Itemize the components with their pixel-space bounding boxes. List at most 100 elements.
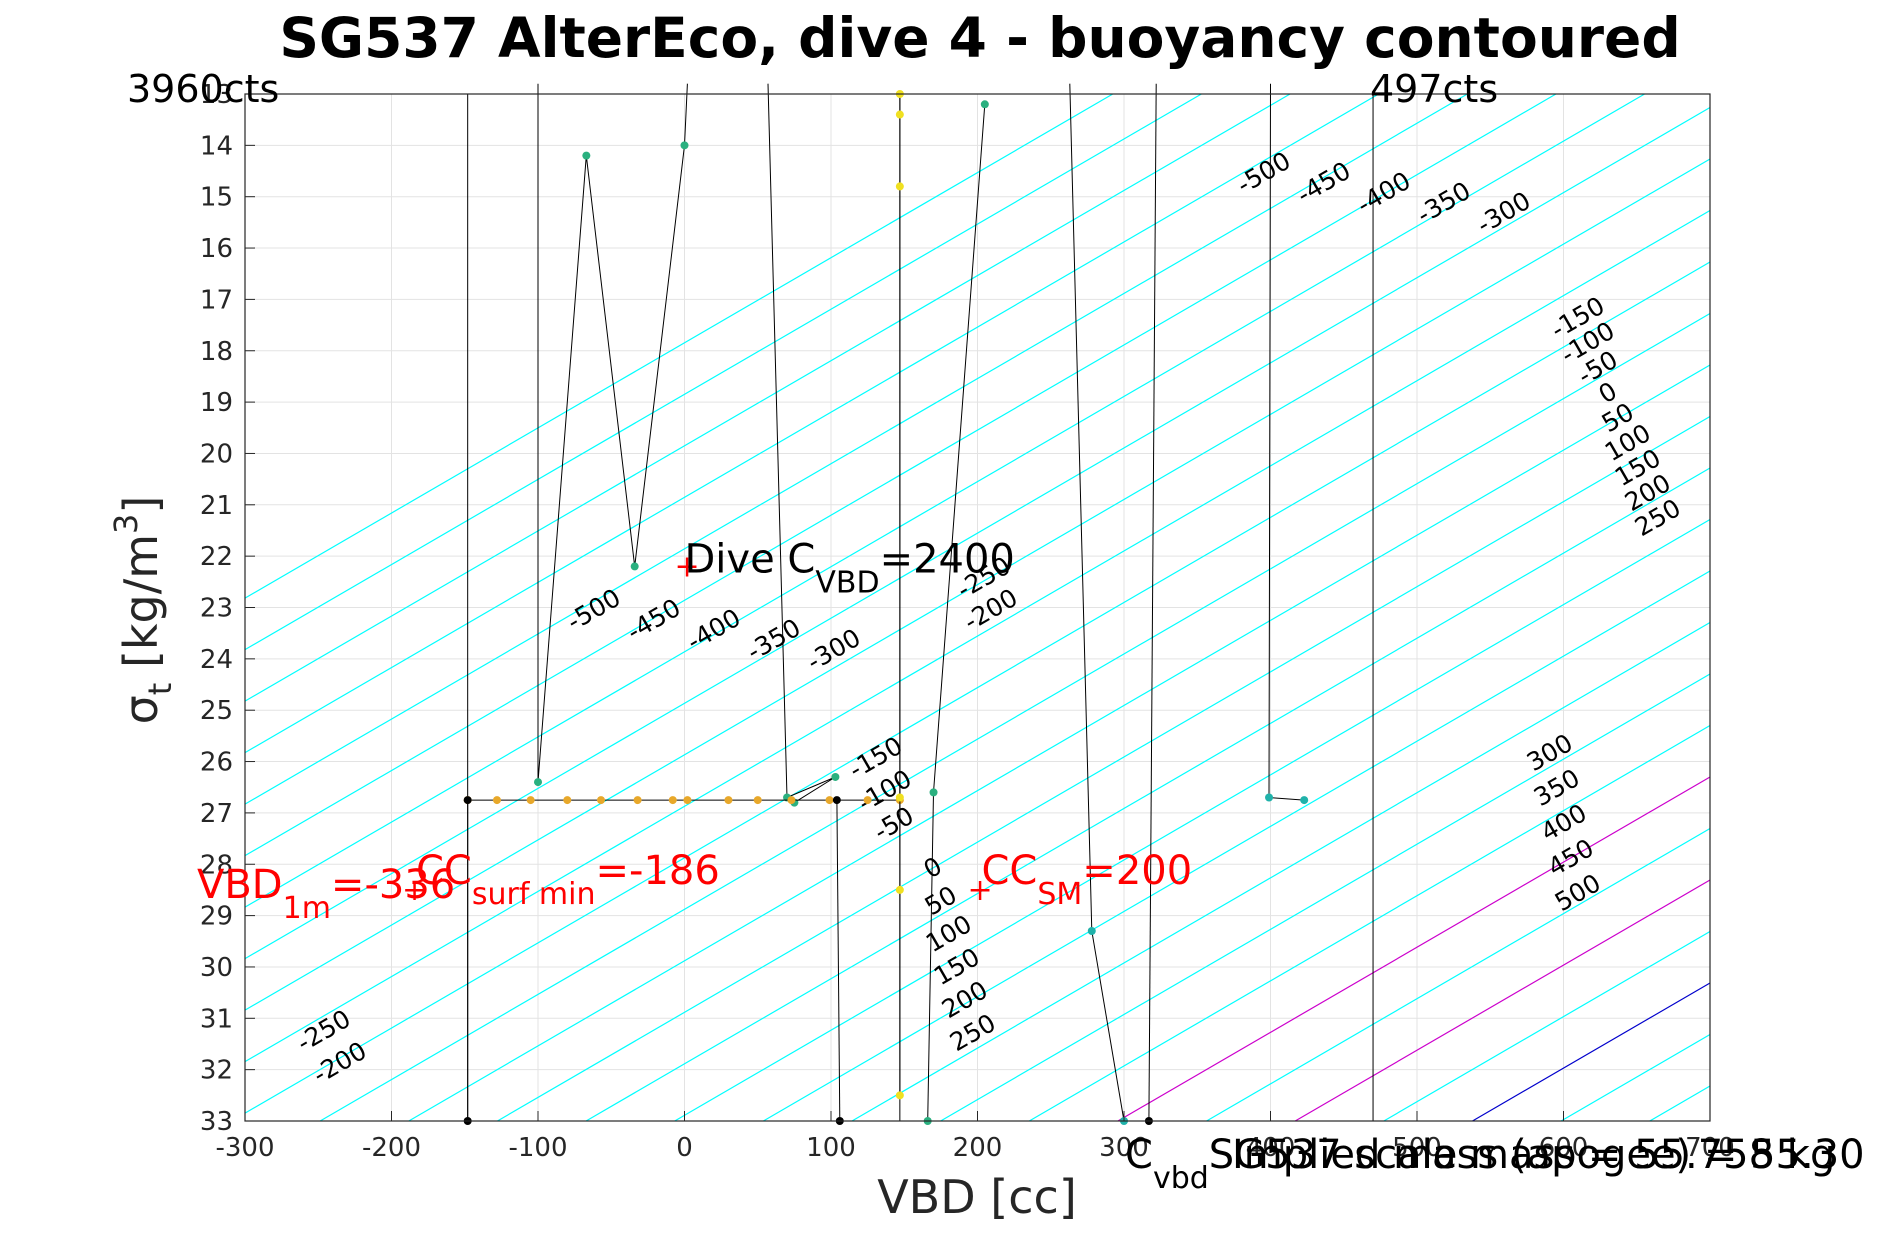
series-line [1148, 83, 1157, 1122]
data-point [526, 796, 535, 805]
data-point [563, 796, 572, 805]
data-point [492, 796, 501, 805]
y-tick-label: 13 [200, 80, 233, 110]
data-series [463, 83, 1309, 1125]
x-tick-label: 400 [1246, 1133, 1296, 1163]
y-tick-label: 27 [200, 799, 233, 829]
x-tick-label: 0 [676, 1133, 693, 1163]
data-point [680, 141, 689, 150]
buoyancy-contour-line [244, 106, 1711, 960]
y-tick-label: 20 [200, 439, 233, 469]
series-line [836, 800, 841, 1122]
marker-plus: + [402, 873, 427, 908]
y-tick-label: 15 [200, 183, 233, 213]
buoyancy-contour-line [1117, 776, 1711, 1122]
y-tick-label: 18 [200, 337, 233, 367]
y-axis-label: σt [kg/m3] [107, 496, 179, 725]
data-point [582, 151, 591, 160]
data-point [1087, 927, 1096, 936]
buoyancy-contour-line [585, 467, 1711, 1122]
implied-mass-annotation: Implied mass (apogee) = 55.30 [1232, 1132, 1865, 1178]
annotation-markers: +Dive CVBD=2400+CCSM=200+CCsurf min=-186 [402, 536, 1192, 912]
cvbd-annotation: CvbdSG537 scale mass = 55.758 kg [1125, 1132, 1835, 1196]
x-axis-label: VBD [cc] [877, 1170, 1077, 1224]
buoyancy-contour-line [1294, 879, 1711, 1122]
x-tick-label: 700 [1685, 1133, 1735, 1163]
y-tick-label: 32 [200, 1056, 233, 1086]
buoyancy-contour-line [763, 570, 1711, 1122]
buoyancy-contour-line [244, 93, 1468, 805]
buoyancy-contour-line [244, 158, 1711, 1011]
x-tick-label: -200 [362, 1133, 421, 1163]
data-point [534, 778, 542, 787]
data-point [724, 796, 733, 805]
cc-marker-label: CCSM=200 [982, 848, 1193, 912]
x-tick-label: 200 [953, 1133, 1003, 1163]
buoyancy-contour-line [940, 673, 1711, 1122]
vbd-1m-label: VBD1m=-336 [197, 862, 455, 926]
data-point [895, 885, 904, 894]
buoyancy-contour-line [497, 415, 1711, 1122]
buoyancy-contour-line [674, 518, 1711, 1122]
buoyancy-contour-line [244, 93, 1114, 599]
data-point [463, 796, 472, 805]
y-tick-label: 33 [200, 1107, 233, 1137]
data-point [863, 796, 872, 805]
marker-plus: + [675, 549, 700, 584]
y-tick-label: 17 [200, 285, 233, 315]
x-tick-label: 100 [806, 1133, 856, 1163]
y-tick-label: 30 [200, 953, 233, 983]
buoyancy-contour-line [244, 93, 1291, 702]
buoyancy-contour-line [319, 312, 1711, 1122]
top-right-counts-label: 497cts [1370, 67, 1498, 111]
buoyancy-contour-line [244, 209, 1711, 1063]
buoyancy-contour-line [851, 621, 1711, 1122]
data-point [630, 562, 639, 571]
top-left-counts-label: 3960cts [127, 67, 279, 111]
x-tick-label: 600 [1539, 1133, 1589, 1163]
y-axis-ticks: 13 14 15 16 17 18 19 20 21 22 23 24 25 26 27 28 29 30 31 32… [200, 80, 255, 1137]
y-tick-label: 16 [200, 234, 233, 264]
series-line [537, 83, 688, 783]
data-point [668, 796, 677, 805]
buoyancy-contour-line [244, 93, 1645, 908]
marker-plus: + [968, 873, 993, 908]
data-point [787, 796, 796, 805]
x-tick-label: 300 [1099, 1133, 1149, 1163]
data-point [895, 1091, 904, 1100]
y-tick-label: 26 [200, 748, 233, 778]
buoyancy-contour-line [1472, 982, 1711, 1122]
x-tick-label: -100 [508, 1133, 567, 1163]
data-point [825, 796, 834, 805]
x-tick-label: 500 [1392, 1133, 1442, 1163]
series-line [767, 83, 836, 804]
cc-marker-label: CCsurf min=-186 [416, 848, 720, 912]
y-tick-label: 21 [200, 491, 233, 521]
x-tick-label: -300 [215, 1133, 274, 1163]
buoyancy-contour-line [1383, 930, 1711, 1122]
data-point [980, 100, 989, 109]
data-point [895, 793, 904, 802]
chart-title: SG537 AlterEco, dive 4 - buoyancy contou… [279, 6, 1680, 70]
buoyancy-contour-line [1206, 827, 1711, 1122]
data-point [895, 110, 904, 119]
y-tick-label: 14 [200, 131, 233, 161]
y-tick-label: 28 [200, 850, 233, 880]
data-point [596, 796, 605, 805]
data-point [832, 796, 841, 805]
buoyancy-contour-line [244, 93, 1202, 651]
y-tick-label: 24 [200, 645, 233, 675]
data-point [683, 796, 692, 805]
y-tick-label: 31 [200, 1004, 233, 1034]
y-tick-label: 25 [200, 696, 233, 726]
y-tick-label: 22 [200, 542, 233, 572]
data-point [929, 788, 938, 797]
dive-cvbd-label: Dive CVBD=2400 [685, 536, 1015, 600]
data-point [633, 796, 642, 805]
buoyancy-contour-line [1560, 1033, 1711, 1122]
buoyancy-contour-line [1028, 724, 1711, 1122]
data-point [753, 796, 762, 805]
y-tick-label: 23 [200, 594, 233, 624]
